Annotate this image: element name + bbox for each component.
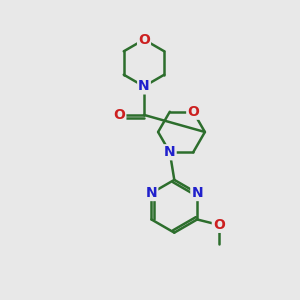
Text: N: N (191, 186, 203, 200)
Text: O: O (138, 33, 150, 46)
Text: O: O (113, 108, 125, 122)
Text: N: N (138, 80, 150, 93)
Text: N: N (146, 186, 157, 200)
Text: O: O (213, 218, 225, 232)
Text: N: N (164, 145, 176, 159)
Text: O: O (187, 105, 199, 119)
